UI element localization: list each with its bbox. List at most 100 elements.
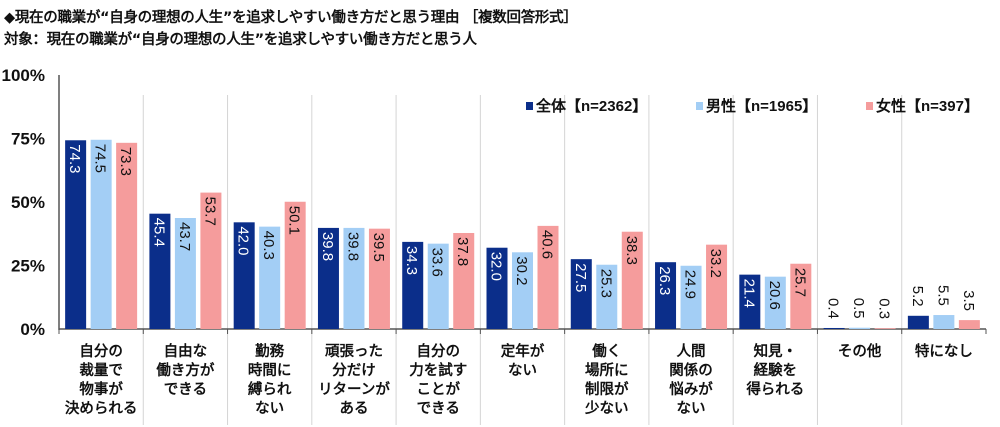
data-label: 0.4 — [825, 298, 842, 319]
bar-female — [958, 320, 980, 329]
data-label: 34.3 — [403, 246, 420, 275]
data-label: 39.8 — [344, 232, 361, 261]
bar-female — [453, 232, 475, 329]
bar-male — [343, 227, 365, 329]
data-label: 5.5 — [934, 285, 951, 306]
data-label: 3.5 — [960, 290, 977, 311]
legend-label: 男性【n=1965】 — [706, 97, 817, 115]
category-label: 経験を — [754, 361, 798, 379]
bar-female — [790, 263, 812, 329]
data-label: 25.3 — [597, 269, 614, 298]
bar-male — [680, 265, 702, 329]
bar-female — [284, 201, 306, 329]
category-label: 制限が — [585, 380, 629, 398]
bar-male — [427, 243, 449, 329]
data-label: 32.0 — [488, 252, 505, 281]
category-label: 頑張った — [324, 343, 383, 360]
bar-total — [402, 241, 424, 329]
bar-total — [317, 227, 339, 329]
category-label: 少ない — [584, 400, 629, 417]
data-label: 21.4 — [740, 279, 757, 308]
legend-label: 全体【n=2362】 — [535, 97, 647, 115]
bar-male — [596, 264, 618, 329]
data-label: 50.1 — [286, 206, 303, 235]
category-label: 得られる — [745, 380, 804, 398]
data-label: 0.5 — [850, 298, 867, 319]
bar-female — [537, 225, 559, 329]
bar-male — [933, 315, 955, 329]
bar-total — [823, 327, 845, 329]
bar-total — [233, 222, 255, 329]
data-label: 39.5 — [370, 233, 387, 262]
bar-female — [621, 231, 643, 329]
category-label: 自分の — [416, 342, 460, 360]
category-label: 悩みが — [669, 380, 713, 398]
category-label: ない — [255, 400, 284, 417]
category-label: その他 — [838, 342, 882, 360]
data-label: 27.5 — [572, 263, 589, 292]
category-label: 関係の — [669, 361, 713, 379]
category-label: 定年が — [501, 342, 545, 360]
bar-female — [706, 244, 728, 329]
category-label: 特になし — [915, 342, 973, 360]
category-label: 勤務 — [255, 342, 284, 360]
category-label: 働き方が — [155, 361, 214, 379]
y-tick-label: 0% — [20, 320, 45, 339]
data-label: 42.0 — [235, 226, 252, 255]
data-label: 38.3 — [623, 236, 640, 265]
data-label: 0.3 — [876, 298, 893, 319]
category-label: 働く — [591, 342, 621, 360]
category-label: 縛られ — [248, 380, 292, 398]
category-label: 時間に — [248, 362, 292, 379]
bar-male — [849, 327, 871, 329]
bar-total — [570, 259, 592, 329]
data-label: 45.4 — [150, 218, 167, 247]
category-label: ない — [677, 400, 706, 417]
category-label: できる — [164, 381, 207, 398]
data-label: 30.2 — [513, 256, 530, 285]
data-label: 5.2 — [909, 286, 926, 307]
data-label: 24.9 — [682, 270, 699, 299]
y-tick-label: 75% — [11, 130, 45, 149]
category-label: 分だけ — [332, 362, 376, 379]
data-label: 33.6 — [429, 248, 446, 277]
category-label: 場所に — [585, 362, 629, 379]
bar-total — [486, 247, 508, 329]
data-label: 43.7 — [176, 222, 193, 251]
category-label: 人間 — [677, 343, 706, 360]
data-label: 26.3 — [656, 266, 673, 295]
legend-swatch — [696, 102, 703, 110]
y-tick-label: 50% — [11, 193, 45, 212]
category-label: 物事が — [79, 380, 123, 398]
category-label: ことが — [416, 380, 460, 398]
data-label: 37.8 — [454, 237, 471, 266]
category-label: 決められる — [65, 399, 138, 417]
bar-total — [739, 274, 761, 329]
legend-swatch — [526, 102, 533, 110]
category-label: できる — [417, 400, 460, 417]
category-label: リターンが — [318, 380, 390, 398]
category-label: ある — [339, 400, 368, 417]
legend-swatch — [866, 102, 873, 110]
data-label: 25.7 — [791, 268, 808, 297]
data-label: 39.8 — [319, 232, 336, 261]
bar-female — [368, 228, 390, 329]
data-label: 53.7 — [201, 197, 218, 226]
category-label: 知見・ — [754, 342, 798, 360]
bar-female — [116, 142, 138, 329]
bar-total — [907, 315, 929, 329]
bar-male — [174, 218, 196, 329]
chart-title: ◆現在の職業が“自身の理想の人生”を追求しやすい働き方だと思う理由 ［複数回答形… — [4, 10, 578, 26]
legend-label: 女性【n=397】 — [876, 97, 979, 115]
bar-female — [874, 328, 896, 329]
category-label: 自分の — [79, 342, 123, 360]
data-label: 74.5 — [92, 144, 109, 173]
bar-total — [655, 262, 677, 329]
data-label: 20.6 — [766, 281, 783, 310]
category-label: ない — [508, 362, 537, 379]
data-label: 40.3 — [260, 231, 277, 260]
data-label: 33.2 — [707, 249, 724, 278]
data-label: 74.3 — [66, 144, 83, 173]
